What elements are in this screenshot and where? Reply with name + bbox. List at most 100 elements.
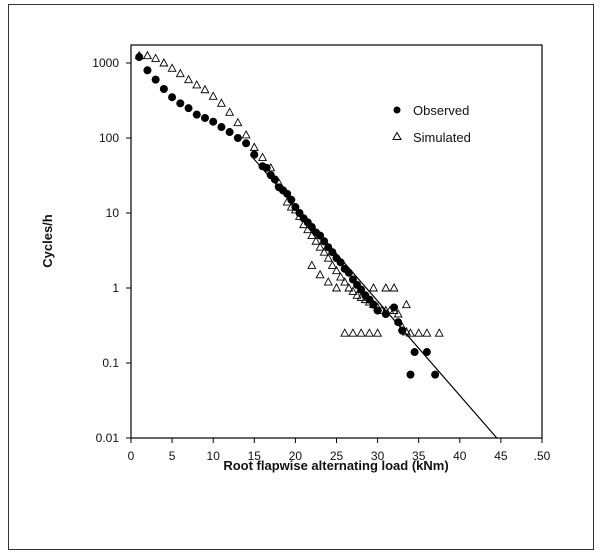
simulated-point	[356, 328, 366, 337]
y-tick-label: 1000	[92, 56, 119, 70]
observed-point	[328, 248, 337, 257]
legend-simulated-label: Simulated	[413, 130, 471, 145]
x-axis-title: Root flapwise alternating load (kNm)	[223, 458, 448, 473]
simulated-point	[183, 74, 194, 84]
observed-point	[316, 231, 325, 240]
simulated-point	[241, 129, 251, 139]
simulated-point	[352, 290, 362, 299]
simulated-point	[216, 98, 226, 107]
observed-point	[159, 85, 168, 94]
simulated-point	[401, 299, 411, 309]
simulated-point	[299, 219, 309, 229]
simulated-point	[200, 84, 210, 94]
simulated-point	[290, 204, 300, 214]
simulated-point	[401, 326, 411, 336]
simulated-point	[344, 283, 354, 292]
simulated-point	[364, 328, 374, 337]
simulated-point	[134, 50, 144, 60]
simulated-point	[368, 299, 379, 309]
y-axis-title: Cycles/h	[40, 214, 55, 268]
plot-area	[130, 44, 543, 439]
simulated-point	[323, 277, 333, 286]
legend-observed-label: Observed	[413, 103, 469, 118]
series-observed	[135, 53, 440, 379]
x-tick-label: 30	[371, 449, 385, 463]
series-simulated	[134, 50, 444, 337]
observed-point	[151, 75, 160, 84]
observed-point	[270, 175, 279, 184]
observed-point	[217, 123, 226, 132]
observed-point	[344, 268, 353, 277]
simulated-point	[327, 260, 337, 269]
observed-point	[394, 318, 403, 327]
observed-point	[431, 370, 440, 379]
simulated-point	[282, 197, 292, 206]
simulated-point	[340, 277, 350, 286]
simulated-point	[315, 242, 325, 251]
x-axis: 0 5 10 15 20 25 30 35 40 45 .50	[128, 438, 551, 463]
simulated-point	[303, 224, 313, 234]
simulated-point	[364, 297, 374, 306]
observed-point	[357, 285, 366, 294]
simulated-point	[233, 117, 243, 127]
x-tick-label: 15	[248, 449, 262, 463]
figure-frame	[8, 4, 594, 550]
simulated-point	[323, 253, 333, 262]
simulated-point	[315, 269, 325, 279]
simulated-point	[208, 91, 218, 100]
y-tick-label: 0.01	[96, 431, 120, 445]
observed-point	[336, 258, 345, 267]
y-tick-label: 10	[106, 206, 120, 220]
observed-point	[283, 189, 292, 198]
observed-point	[200, 113, 209, 122]
observed-point	[348, 275, 357, 284]
simulated-point	[225, 107, 235, 116]
simulated-point	[175, 68, 185, 78]
simulated-point	[331, 283, 342, 292]
simulated-point	[368, 283, 379, 292]
y-axis: 0.01 0.1 1 10 100 1000	[92, 56, 131, 445]
x-tick-label: 45	[494, 449, 508, 463]
x-tick-label: 40	[453, 449, 467, 463]
simulated-point	[434, 328, 444, 337]
observed-point	[406, 370, 415, 379]
simulated-point	[397, 322, 407, 331]
simulated-point	[336, 272, 346, 281]
simulated-point	[286, 202, 296, 211]
observed-point	[242, 139, 251, 148]
simulated-point	[294, 211, 305, 220]
simulated-point	[348, 286, 358, 295]
simulated-point	[249, 142, 259, 151]
simulated-point	[414, 328, 424, 337]
simulated-point	[151, 53, 161, 62]
simulated-point	[348, 328, 358, 337]
y-tick-label: 0.1	[102, 356, 119, 370]
simulated-point	[331, 265, 342, 275]
simulated-point	[405, 328, 416, 337]
simulated-point	[274, 178, 284, 187]
simulated-point	[422, 328, 432, 337]
simulated-point	[393, 309, 403, 318]
simulated-point	[373, 302, 383, 311]
observed-point	[250, 150, 259, 159]
simulated-point	[266, 162, 276, 172]
simulated-point	[307, 230, 317, 240]
observed-point	[176, 99, 185, 108]
observed-point	[184, 104, 193, 113]
y-tick-label: 1	[112, 281, 119, 295]
observed-point	[225, 128, 234, 137]
x-tick-label: 5	[169, 449, 176, 463]
simulated-point	[373, 328, 383, 337]
x-tick-label: 35	[412, 449, 426, 463]
observed-point	[209, 117, 218, 126]
simulated-point	[142, 50, 152, 60]
simulated-point	[381, 283, 391, 292]
observed-point	[168, 93, 177, 102]
y-tick-label: 100	[99, 131, 119, 145]
simulated-point	[319, 247, 329, 256]
simulated-point	[307, 260, 317, 269]
simulated-point	[356, 292, 366, 301]
simulated-point	[389, 283, 399, 292]
simulated-point	[360, 294, 370, 304]
